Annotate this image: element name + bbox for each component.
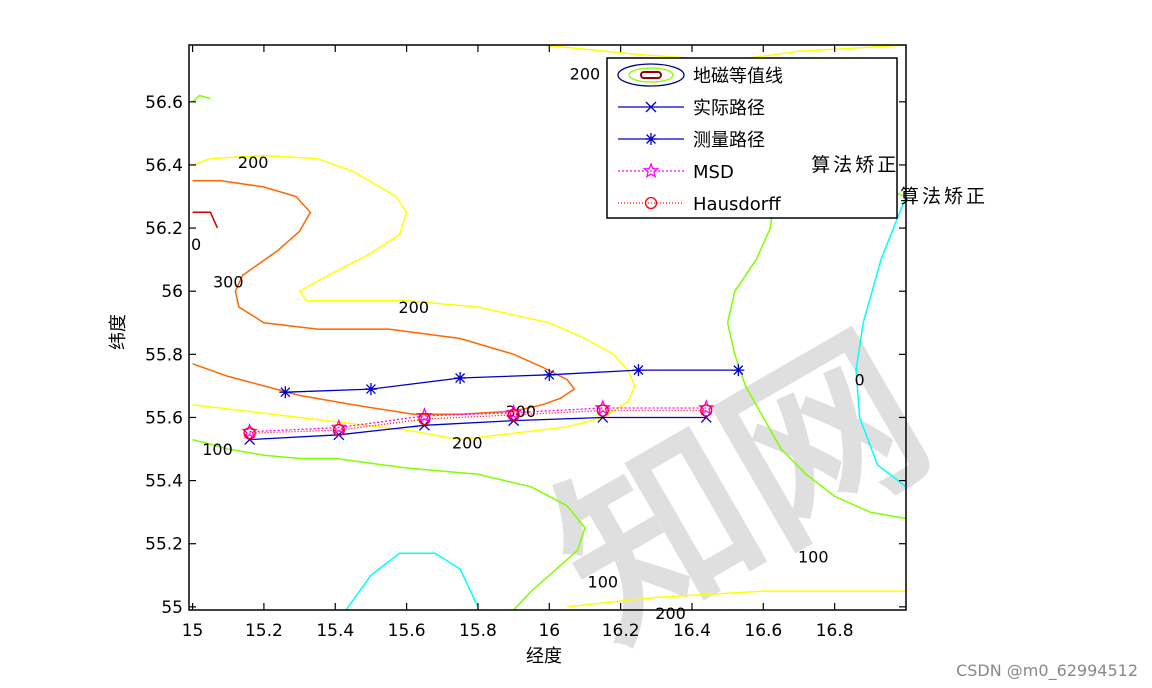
series-3-point-4 [596,404,609,417]
series-3-point-1 [332,423,345,437]
x-tick-label-4: 15.8 [459,621,497,641]
x-tick-label-2: 15.4 [316,621,354,641]
legend-label-2: 测量路径 [693,130,765,151]
contour-line-400-9 [192,211,219,229]
watermark: 知网 [522,298,962,679]
legend-entry-3: MSD [618,162,734,183]
y-tick-label-5: 56 [161,282,183,302]
y-tick-label-0: 55 [161,598,183,618]
contour-label-8: 0 [855,371,865,390]
contour-line-0-8 [345,552,479,610]
contour-label-11: 200 [655,604,686,623]
contour-line-200-1 [192,154,636,441]
legend-box [606,57,898,219]
series-line-2 [249,407,707,433]
legend-entry-2: 测量路径 [618,130,765,151]
contour-label-10: 100 [588,573,619,592]
y-tick-label-1: 55.2 [145,535,183,555]
contour-label-0: 200 [570,64,601,83]
contour-line-100-6 [192,94,211,103]
legend-contour-icon-outer [617,63,685,87]
series-3-point-5 [700,404,713,417]
x-tick-label-0: 15 [182,621,204,641]
series-3-point-0 [243,427,256,440]
contour-label-7: 100 [202,440,233,459]
legend-entry-4: Hausdorff [618,194,781,215]
series-1-point-5 [732,364,745,377]
series-2-point-5 [697,399,715,416]
series-2-point-2 [416,407,433,423]
x-tick-label-7: 16.4 [673,621,711,641]
contour-label-6: 200 [452,434,483,453]
legend-contour-icon-inner [640,71,662,79]
series-line-1 [285,369,739,393]
plot-area-frame [188,44,907,611]
legend-marker-2 [645,133,657,145]
series-3-point-2 [418,412,431,426]
contour-line-200-3 [567,590,906,608]
y-tick-label-2: 55.4 [145,472,183,492]
y-axis-label: 纬度 [108,314,129,350]
y-tick-label-7: 56.4 [145,156,183,176]
series-3-point-3 [507,408,520,422]
legend-marker-3 [642,162,660,179]
x-tick-label-3: 15.6 [388,621,426,641]
series-1 [279,364,745,399]
x-axis-label: 经度 [526,646,562,667]
contour-line-0-7 [855,196,906,488]
legend-label-1: 实际路径 [693,98,765,119]
series-1-point-3 [543,368,556,381]
y-tick-label-6: 56.2 [145,219,183,239]
credit-text: CSDN @m0_62994512 [956,661,1138,680]
legend-contour-icon-mid [628,67,674,83]
contour-label-9: 100 [798,547,829,566]
legend-entry-1: 实际路径 [618,98,765,119]
contour-line-100-4 [192,438,586,610]
contour-label-2: 0 [191,235,201,254]
x-tick-label-9: 16.8 [816,621,854,641]
legend-label-3: MSD [693,162,734,183]
watermark-text: 知网 [522,298,962,679]
series-2-point-1 [330,418,348,435]
annotation-0: 算法矫正 [811,154,899,176]
series-2-point-0 [241,422,258,439]
series-2-point-3 [505,403,522,420]
series-1-point-2 [454,372,467,385]
contour-label-1: 200 [238,153,269,172]
series-line-0 [249,416,707,441]
contour-line-300-0 [192,179,576,416]
contour-label-3: 300 [213,273,244,292]
legend-entry-0: 地磁等值线 [617,63,783,87]
legend-label-0: 地磁等值线 [693,66,783,87]
contour-label-4: 200 [398,298,429,317]
x-tick-label-5: 16 [538,621,560,641]
path-series [241,364,745,446]
series-0-point-2 [418,419,430,431]
series-1-point-4 [632,364,645,377]
legend-marker-4 [644,196,658,210]
x-tick-label-6: 16.2 [602,621,640,641]
axis-ticks: 15 15.2 15.4 15.6 15.8 16 16.2 16.4 16.6 16.8 55 55… [145,45,906,641]
series-1-point-1 [364,383,377,396]
y-tick-label-4: 55.8 [145,345,183,365]
x-tick-label-1: 15.2 [245,621,283,641]
legend-label-4: Hausdorff [693,194,781,215]
x-tick-label-8: 16.6 [744,621,782,641]
y-tick-label-8: 56.6 [145,93,183,113]
series-3 [243,404,713,440]
y-tick-label-3: 55.6 [145,408,183,428]
legend-marker-1 [645,101,657,113]
series-1-point-0 [279,386,292,399]
annotation-1: 算法矫正 [900,186,988,208]
